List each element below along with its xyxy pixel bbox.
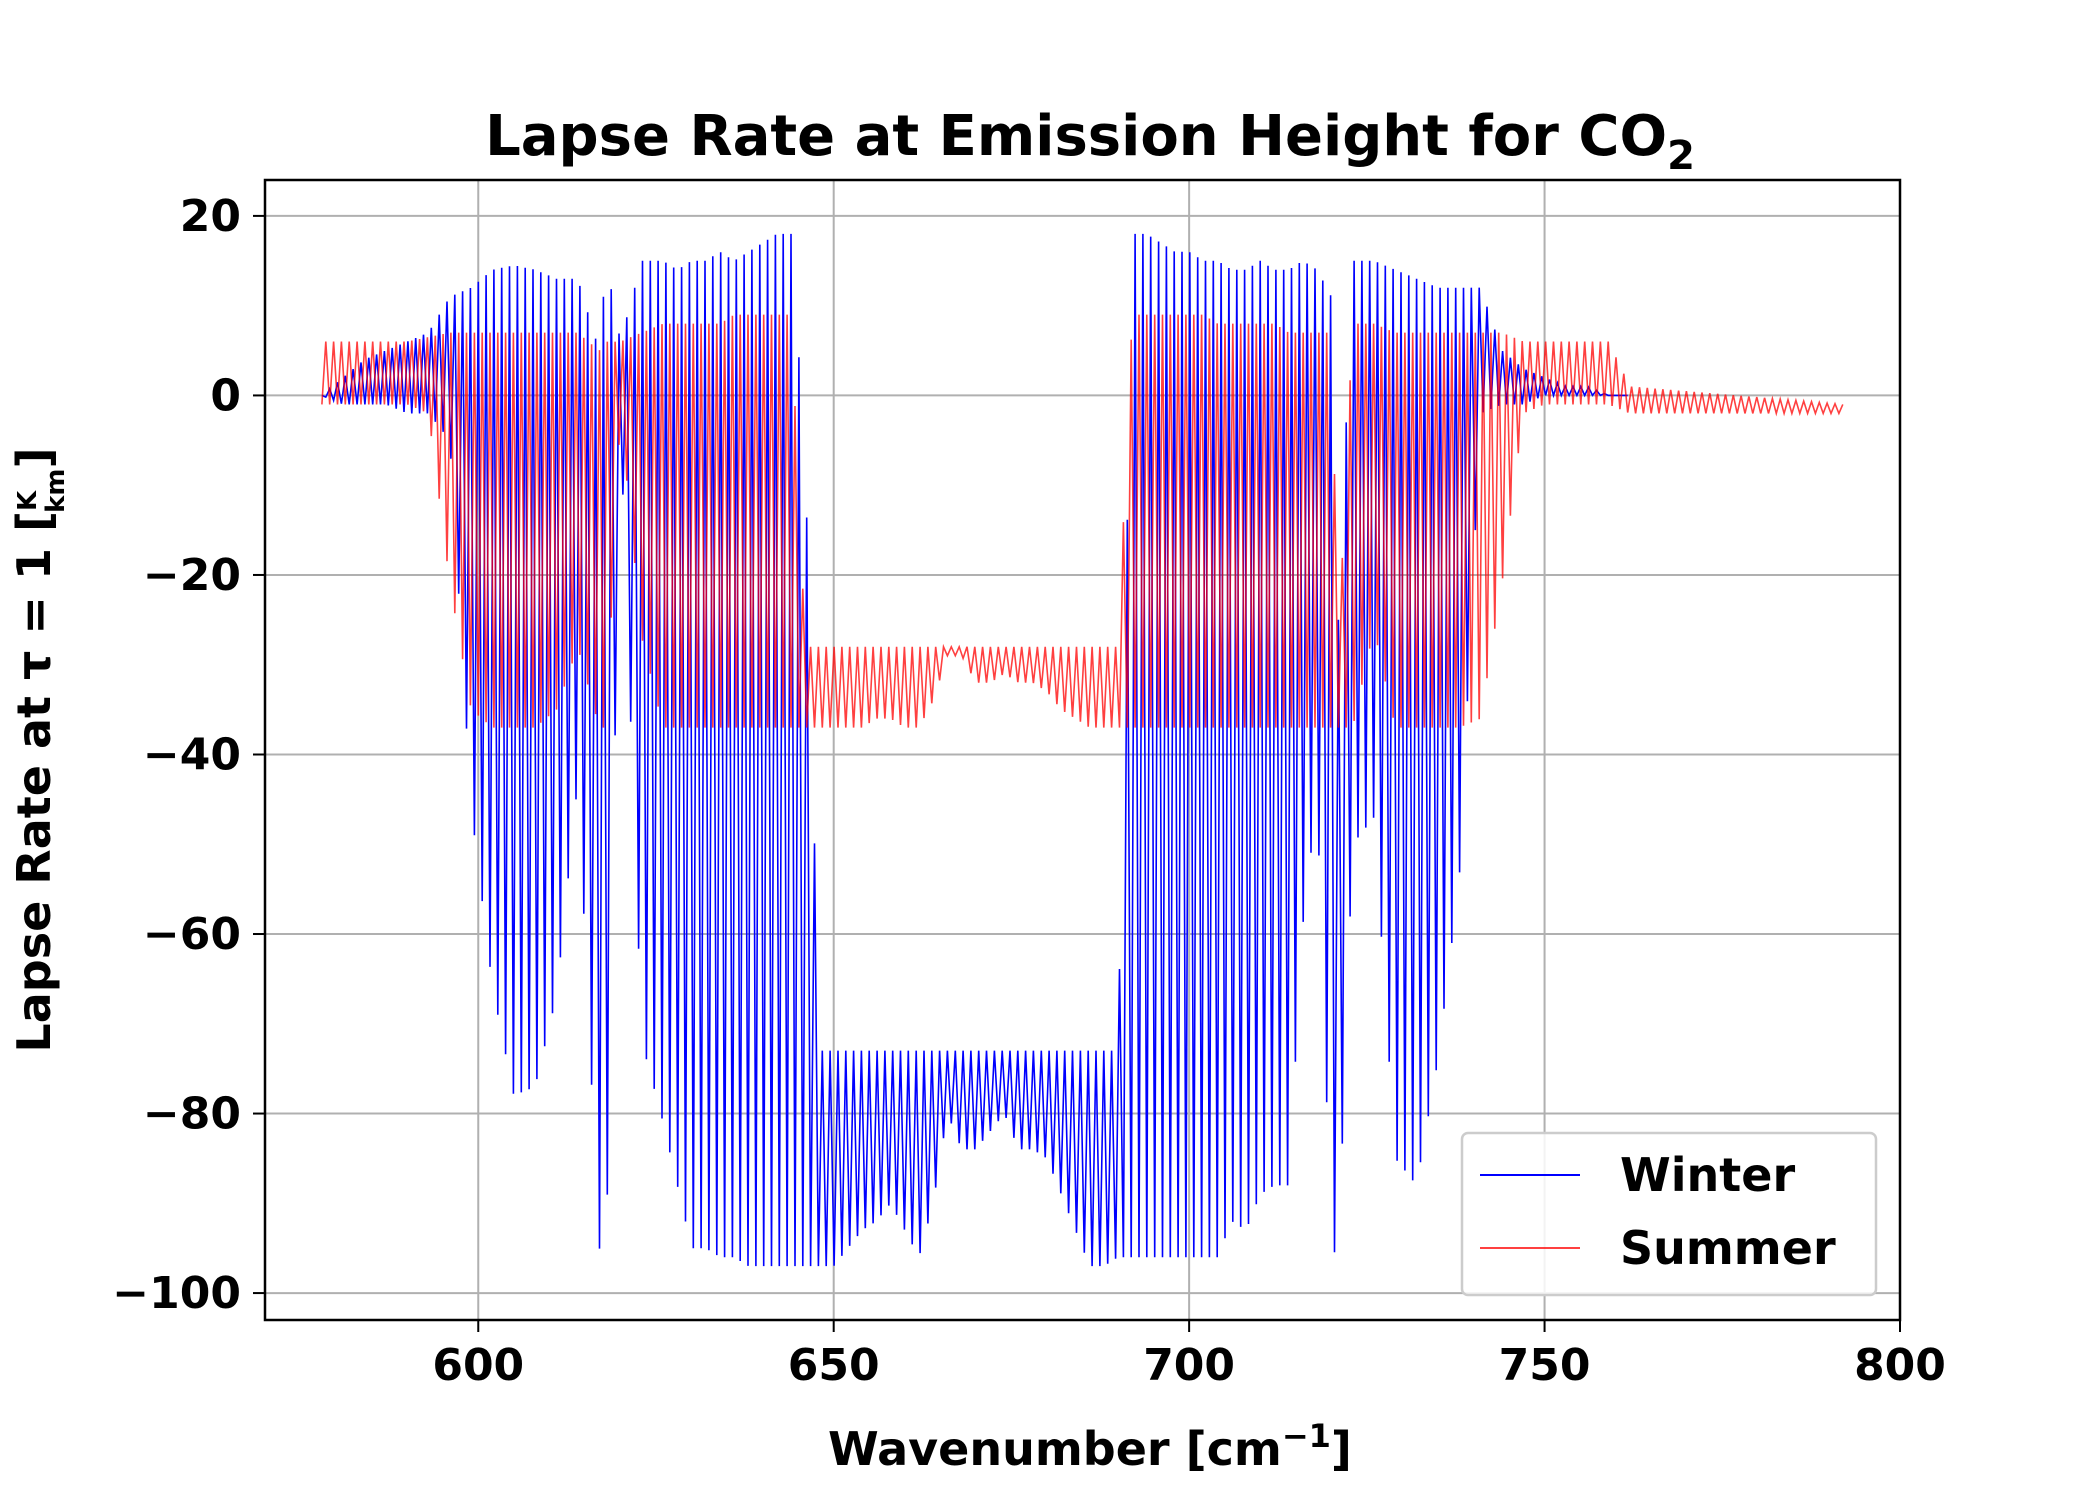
chart-title: Lapse Rate at Emission Height for CO2 [485,104,1695,179]
x-tick-label: 650 [788,1340,880,1391]
plot-area: 600 650 700 750 800 20 0 −20 −40 −60 −80 −100 [112,178,1946,1391]
plot-frame [263,178,1902,1322]
y-axis-label: Lapse Rate at τ = 1 [Kkm] [7,447,71,1052]
y-tick-label: −80 [143,1089,241,1140]
y-axis-label-suffix: ] [7,447,61,468]
y-axis-label-frac-num: K [13,490,43,511]
y-tick-label: −100 [112,1268,241,1319]
x-axis-label-text: Wavenumber [cm [828,1422,1282,1476]
y-tick-label: −40 [143,729,241,780]
x-tick-label: 600 [432,1340,524,1391]
y-tick-label: 0 [210,370,241,421]
legend: Winter Summer [1460,1131,1878,1297]
x-tick-label: 750 [1499,1340,1591,1391]
series-line-summer [321,314,1844,728]
x-axis: 600 650 700 750 800 [432,1320,1946,1391]
chart-title-text: Lapse Rate at Emission Height for CO [485,104,1667,169]
y-tick-label: −60 [143,909,241,960]
x-tick-label: 700 [1143,1340,1235,1391]
y-axis-label-group: Lapse Rate at τ = 1 [Kkm] [7,447,71,1052]
x-axis-label: Wavenumber [cm−1] [828,1417,1352,1476]
x-axis-label-suffix: ] [1331,1422,1352,1476]
legend-label-summer: Summer [1620,1221,1836,1275]
legend-box [1460,1131,1878,1297]
y-axis-label-frac-den: km [41,468,71,512]
x-axis-label-superscript: −1 [1282,1417,1331,1455]
legend-label-winter: Winter [1620,1148,1795,1202]
series-layer [321,233,1844,1267]
y-tick-label: −20 [143,550,241,601]
y-axis: 20 0 −20 −40 −60 −80 −100 [112,191,265,1319]
x-tick-label: 800 [1854,1340,1946,1391]
chart-title-subscript: 2 [1667,133,1695,179]
y-axis-label-text: Lapse Rate at τ = 1 [ [7,511,61,1053]
y-tick-label: 20 [180,191,241,242]
series-line-winter [321,233,1628,1267]
